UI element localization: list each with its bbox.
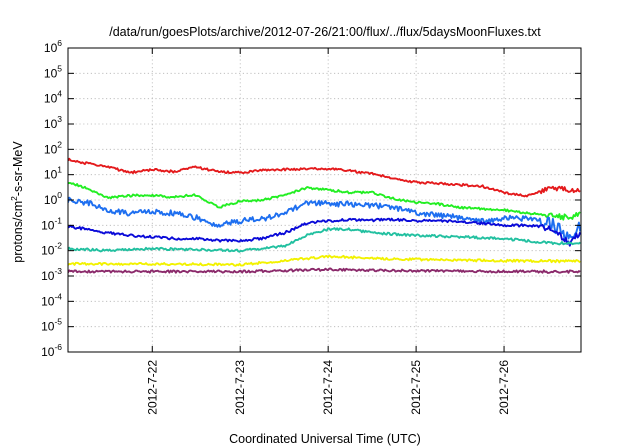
y-tick-base: 10 [44, 41, 58, 55]
chart-title: /data/run/goesPlots/archive/2012-07-26/2… [109, 25, 541, 39]
y-axis-label-sup: 2 [9, 196, 19, 201]
x-tick-label: 2012-7-22 [145, 360, 159, 415]
y-tick-base: 10 [44, 142, 58, 156]
y-tick-labels: 10-610-510-410-310-210-11001011021031041… [41, 38, 62, 359]
series-line-3 [68, 196, 581, 241]
x-tick-labels: 2012-7-22 2012-7-23 2012-7-24 2012-7-25 2012… [145, 360, 511, 415]
y-tick-base: 10 [44, 117, 58, 131]
y-tick-base: 10 [44, 92, 58, 106]
y-tick-base: 10 [44, 168, 58, 182]
y-tick-label: 10-5 [41, 317, 62, 334]
x-tick-label: 2012-7-26 [497, 360, 511, 415]
y-tick-base: 10 [41, 320, 55, 334]
y-tick-label: 101 [44, 165, 62, 182]
y-tick-base: 10 [41, 345, 55, 359]
y-tick-exponent: 0 [57, 190, 62, 200]
axis-ticks [68, 47, 581, 353]
y-tick-label: 104 [44, 89, 62, 106]
y-tick-label: 106 [44, 38, 62, 55]
series-line-2 [68, 181, 581, 221]
y-tick-exponent: -6 [54, 342, 62, 352]
y-tick-exponent: 5 [57, 63, 62, 73]
y-tick-exponent: 3 [57, 114, 62, 124]
series-line-7 [68, 267, 581, 274]
x-tick-label: 2012-7-23 [233, 360, 247, 415]
y-tick-exponent: 4 [57, 89, 62, 99]
y-tick-base: 10 [44, 66, 58, 80]
y-tick-base: 10 [41, 218, 55, 232]
y-tick-base: 10 [44, 193, 58, 207]
y-tick-exponent: -2 [54, 241, 62, 251]
y-tick-label: 10-6 [41, 342, 62, 359]
y-tick-label: 10-2 [41, 241, 62, 258]
y-tick-label: 100 [44, 190, 62, 207]
x-tick-label: 2012-7-24 [321, 360, 335, 415]
y-axis-label-suffix: -s-sr-MeV [11, 141, 25, 197]
y-tick-base: 10 [41, 269, 55, 283]
series-group [68, 157, 581, 274]
y-tick-label: 103 [44, 114, 62, 131]
series-line-4 [68, 217, 581, 247]
series-line-1 [68, 157, 581, 198]
y-tick-exponent: -4 [54, 291, 62, 301]
y-tick-base: 10 [41, 244, 55, 258]
x-tick-label: 2012-7-25 [409, 360, 423, 415]
y-tick-base: 10 [41, 294, 55, 308]
y-tick-exponent: 1 [57, 165, 62, 175]
y-tick-exponent: -1 [54, 215, 62, 225]
series-line-6 [68, 254, 581, 267]
y-axis-label-prefix: protons/cm [11, 201, 25, 263]
y-tick-label: 10-1 [41, 215, 62, 232]
y-tick-label: 102 [44, 139, 62, 156]
series-line-5 [68, 227, 581, 253]
y-tick-exponent: -5 [54, 317, 62, 327]
y-tick-label: 10-3 [41, 266, 62, 283]
y-tick-exponent: 6 [57, 38, 62, 48]
grid-lines [68, 48, 581, 352]
y-tick-label: 105 [44, 63, 62, 80]
y-tick-label: 10-4 [41, 291, 62, 308]
y-tick-exponent: -3 [54, 266, 62, 276]
y-axis-label: protons/cm2-s-sr-MeV [9, 141, 25, 263]
y-tick-exponent: 2 [57, 139, 62, 149]
x-axis-label: Coordinated Universal Time (UTC) [229, 432, 421, 446]
